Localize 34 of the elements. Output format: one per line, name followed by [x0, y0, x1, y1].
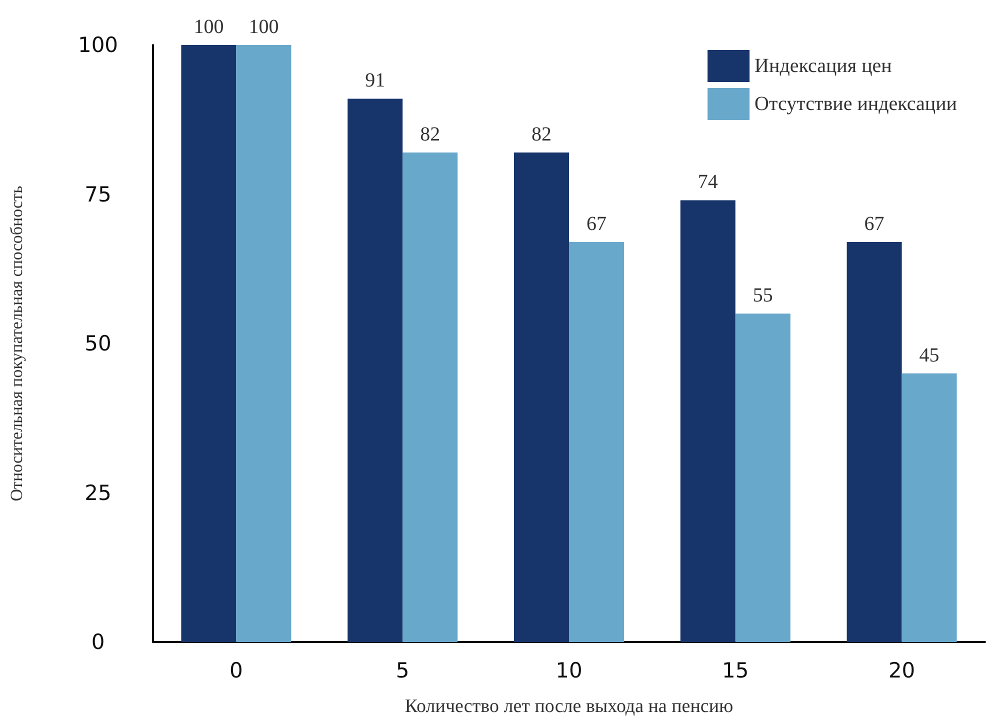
bar	[236, 45, 292, 642]
bar	[348, 98, 403, 642]
y-tick-label: 75	[84, 182, 112, 206]
legend-label: Индексация цен	[754, 55, 892, 77]
x-axis-title: Количество лет после выхода на пенсию	[404, 696, 734, 717]
data-label: 55	[752, 284, 773, 307]
data-label: 67	[586, 213, 606, 236]
y-tick-label: 50	[84, 332, 112, 356]
data-label: 74	[698, 171, 718, 194]
x-tick-label: 5	[396, 658, 410, 682]
data-label: 45	[919, 344, 940, 366]
data-label: 100	[194, 16, 224, 38]
x-tick-label: 10	[556, 658, 582, 682]
data-label: 82	[420, 123, 440, 146]
x-tick-label: 0	[230, 658, 243, 682]
legend-label: Отсутствие индексации	[754, 93, 958, 115]
bar	[735, 314, 790, 642]
y-tick-label: 25	[84, 480, 112, 505]
bar	[569, 242, 624, 642]
data-label: 100	[248, 16, 279, 38]
x-tick-label: 15	[722, 658, 749, 682]
bar	[402, 152, 458, 642]
x-tick-label: 20	[888, 658, 916, 682]
y-tick-label: 0	[91, 630, 105, 654]
y-tick-label: 100	[78, 33, 118, 57]
data-label: 82	[532, 123, 552, 146]
y-axis-title: Относительная покупательная способность	[7, 185, 26, 502]
data-label: 67	[864, 213, 884, 236]
data-label: 91	[365, 70, 386, 92]
bar	[680, 200, 736, 642]
bar	[181, 45, 236, 642]
bar	[902, 373, 957, 642]
bar	[514, 152, 569, 642]
bar	[846, 242, 902, 642]
